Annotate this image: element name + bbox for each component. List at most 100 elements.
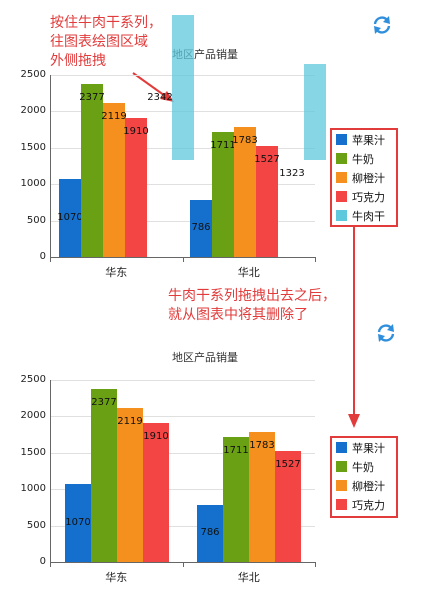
bar[interactable] xyxy=(65,484,91,562)
legend-item-orange-juice[interactable]: 柳橙汁 xyxy=(332,168,396,187)
legend-item-orange-juice[interactable]: 柳橙汁 xyxy=(332,476,396,495)
bar[interactable] xyxy=(256,145,278,257)
y-tick-label: 2000 xyxy=(20,410,46,422)
legend-label: 苹果汁 xyxy=(352,133,385,147)
y-tick-label: 2500 xyxy=(20,374,46,385)
data-label: 1910 xyxy=(143,430,169,442)
data-label: 786 xyxy=(191,222,211,234)
drag-instruction-annotation: 按住牛肉干系列， 往图表绘图区域 外侧拖拽 xyxy=(50,15,162,69)
legend-label: 巧克力 xyxy=(352,498,385,512)
gridline xyxy=(50,452,315,454)
data-label: 1527 xyxy=(275,458,301,470)
data-label: 786 xyxy=(200,527,220,539)
legend-swatch xyxy=(336,442,347,453)
gridline xyxy=(50,525,315,527)
gridline xyxy=(50,416,315,418)
bar[interactable] xyxy=(91,388,117,562)
x-axis-tick xyxy=(50,562,51,567)
y-tick-label: 2500 xyxy=(20,69,46,80)
legend-swatch xyxy=(336,461,347,472)
data-label: 2377 xyxy=(91,396,117,408)
legend-item-chocolate[interactable]: 巧克力 xyxy=(332,495,396,514)
y-tick-label: 2000 xyxy=(20,105,46,117)
bar[interactable] xyxy=(249,432,275,562)
bottom-chart-panel: 地区产品销量 苹果汁 牛奶 柳橙汁 巧克力 0 500 1000 1500 2000 25… xyxy=(0,300,423,597)
legend-item-chocolate[interactable]: 巧克力 xyxy=(332,187,396,206)
bar[interactable] xyxy=(59,179,81,257)
gridline xyxy=(50,220,315,222)
x-axis-tick xyxy=(50,257,51,262)
legend-label: 柳橙汁 xyxy=(352,171,385,185)
bar[interactable] xyxy=(143,422,169,562)
data-label: 2119 xyxy=(117,415,143,427)
dragged-series-bar[interactable] xyxy=(172,15,194,160)
y-tick-label: 500 xyxy=(26,519,46,531)
data-label: 1711 xyxy=(223,445,249,457)
x-tick-label: 华北 xyxy=(237,571,260,584)
x-axis-tick xyxy=(182,257,184,262)
y-axis-line xyxy=(50,75,51,257)
legend-swatch xyxy=(336,172,347,183)
gridline xyxy=(50,184,315,186)
data-label: 1323 xyxy=(279,168,305,179)
bar[interactable] xyxy=(81,83,103,257)
bar[interactable] xyxy=(223,437,249,562)
y-tick-label: 500 xyxy=(26,214,46,226)
refresh-icon[interactable] xyxy=(371,14,393,36)
y-tick-label: 1000 xyxy=(20,483,46,495)
data-label: 1070 xyxy=(65,517,91,529)
bar[interactable] xyxy=(190,199,212,257)
legend-swatch xyxy=(336,210,347,221)
bar[interactable] xyxy=(125,117,147,257)
data-label: 2377 xyxy=(79,91,105,103)
data-label: 2119 xyxy=(101,110,127,122)
legend-label: 牛奶 xyxy=(352,152,374,166)
legend-swatch xyxy=(336,153,347,164)
bar[interactable] xyxy=(234,127,256,257)
chart-legend[interactable]: 苹果汁 牛奶 柳橙汁 巧克力 xyxy=(330,436,398,518)
x-tick-label: 华东 xyxy=(105,571,128,584)
top-chart-panel: 地区产品销量 按住牛肉干系列， 往图表绘图区域 外侧拖拽 苹果汁 牛奶 柳橙汁 … xyxy=(20,14,398,279)
y-tick-label: 0 xyxy=(39,556,46,567)
chart-legend[interactable]: 苹果汁 牛奶 柳橙汁 巧克力 牛肉干 xyxy=(330,128,398,227)
y-tick-label: 1500 xyxy=(20,446,46,458)
legend-swatch xyxy=(336,134,347,145)
legend-label: 苹果汁 xyxy=(352,441,385,455)
legend-item-apple-juice[interactable]: 苹果汁 xyxy=(332,438,396,457)
bar[interactable] xyxy=(117,407,143,562)
bar[interactable] xyxy=(275,450,301,562)
y-tick-label: 1000 xyxy=(20,178,46,190)
bar[interactable] xyxy=(103,102,125,257)
bar[interactable] xyxy=(197,504,223,562)
y-axis-line xyxy=(50,380,51,562)
legend-item-apple-juice[interactable]: 苹果汁 xyxy=(332,130,396,149)
legend-swatch xyxy=(336,191,347,202)
y-tick-label: 0 xyxy=(39,251,46,262)
data-label: 1783 xyxy=(232,135,258,147)
legend-swatch xyxy=(336,480,347,491)
data-label: 1910 xyxy=(123,125,149,137)
x-axis-tick xyxy=(315,257,316,262)
long-down-arrow xyxy=(348,226,360,428)
chart-title: 地区产品销量 xyxy=(172,351,238,364)
x-axis-tick xyxy=(315,562,316,567)
dragged-series-bar[interactable] xyxy=(304,64,326,160)
gridline xyxy=(50,380,315,381)
deleted-series-annotation: 牛肉干系列拖拽出去之后， 就从图表中将其删除了 xyxy=(168,288,336,323)
bar[interactable] xyxy=(212,132,234,257)
data-label: 1711 xyxy=(210,140,236,152)
gridline xyxy=(50,489,315,491)
legend-item-milk[interactable]: 牛奶 xyxy=(332,149,396,168)
refresh-icon[interactable] xyxy=(375,322,397,344)
data-label: 1527 xyxy=(254,153,280,165)
legend-label: 柳橙汁 xyxy=(352,479,385,493)
legend-label: 牛肉干 xyxy=(352,209,385,223)
x-tick-label: 华北 xyxy=(237,266,260,279)
y-tick-label: 1500 xyxy=(20,141,46,153)
legend-item-beef-jerky[interactable]: 牛肉干 xyxy=(332,206,396,225)
legend-label: 巧克力 xyxy=(352,190,385,204)
data-label: 2342 xyxy=(147,92,173,103)
x-tick-label: 华东 xyxy=(105,266,128,279)
annotation-arrow xyxy=(132,72,174,102)
legend-item-milk[interactable]: 牛奶 xyxy=(332,457,396,476)
